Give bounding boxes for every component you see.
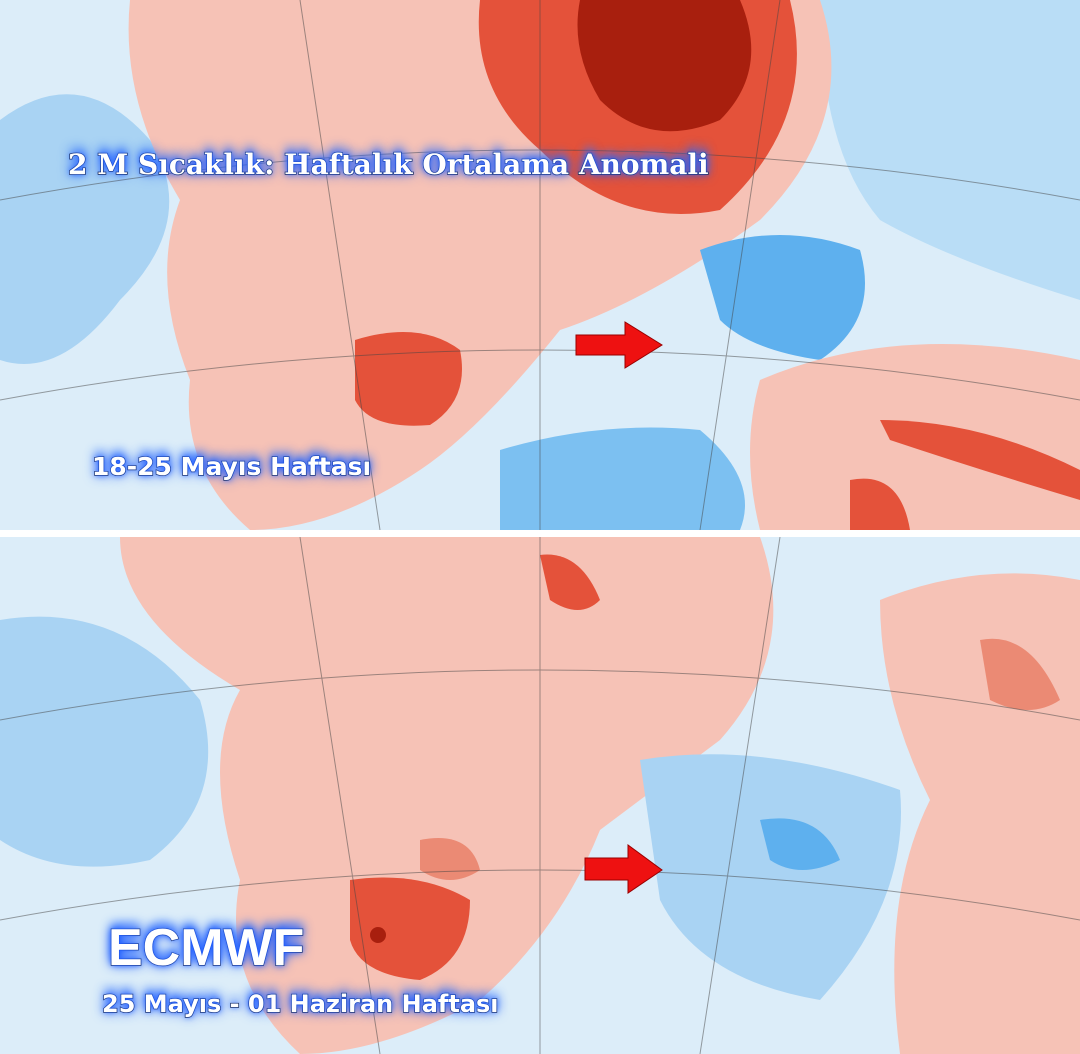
week-label: 25 Mayıs - 01 Haziran Haftası (101, 989, 499, 1019)
week-label: 18-25 Mayıs Haftası (91, 451, 372, 482)
map-bottom (0, 537, 1080, 1054)
arrow (584, 844, 663, 894)
model-label: ECMWF (107, 918, 305, 978)
map-top (0, 0, 1080, 530)
arrow (575, 321, 663, 369)
title: 2 M Sıcaklık: Haftalık Ortalama Anomali (67, 147, 709, 182)
